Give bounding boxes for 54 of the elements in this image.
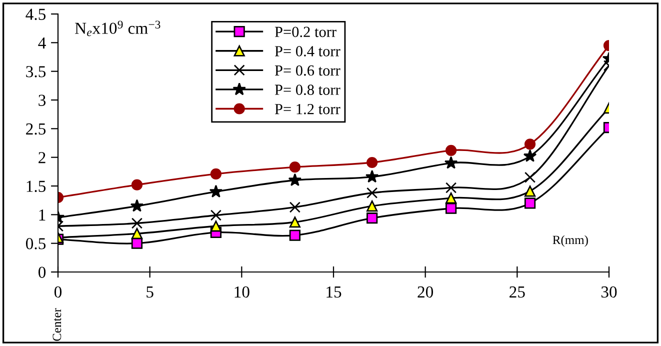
- point: [289, 230, 300, 241]
- point: [289, 216, 300, 228]
- point: [524, 172, 536, 183]
- text: Center: [52, 308, 62, 341]
- point: [210, 168, 222, 180]
- point: [445, 202, 457, 214]
- x-tick-label: 15: [326, 286, 342, 298]
- y-tick-label: 4: [38, 37, 46, 48]
- point: [131, 238, 143, 249]
- y-tick-label: 3.5: [26, 66, 46, 78]
- point: [445, 182, 457, 194]
- point: [289, 202, 300, 213]
- point: [366, 200, 378, 212]
- point: [289, 162, 300, 173]
- point: [366, 156, 378, 168]
- point: [131, 218, 143, 229]
- legend-label: P= 0.6 torr: [274, 65, 340, 76]
- point: [445, 144, 457, 156]
- x-tick-label: 0: [54, 286, 62, 298]
- point: [524, 138, 536, 150]
- point: [131, 228, 143, 240]
- point: [210, 210, 222, 221]
- legend-label: P=0.2 torr: [274, 26, 336, 38]
- point: [131, 179, 143, 190]
- point: [366, 187, 378, 198]
- point: [524, 198, 536, 209]
- x-tick-label: 20: [418, 286, 434, 298]
- y-tick-label: 0: [38, 266, 46, 278]
- point: [444, 156, 458, 169]
- point: [130, 199, 144, 212]
- point: [445, 192, 457, 204]
- x-tick-label: 10: [234, 286, 250, 298]
- x-tick-label: 5: [146, 286, 154, 298]
- y-tick-label: 0.5: [26, 238, 46, 250]
- point: [524, 186, 536, 197]
- point: [210, 220, 222, 232]
- y-tick-label: 1: [39, 209, 46, 220]
- legend-label: P= 0.4 torr: [274, 46, 340, 56]
- legend-label: P= 0.8 torr: [274, 84, 340, 96]
- point: [209, 184, 223, 198]
- y-tick-label: 2: [38, 152, 46, 164]
- point: [523, 149, 537, 162]
- point: [365, 170, 379, 183]
- y-tick-label: 2.5: [26, 123, 46, 135]
- x-tick-label: 25: [510, 286, 525, 298]
- point: [288, 173, 302, 186]
- legend-label: P= 1.2 torr: [274, 104, 340, 114]
- y-axis-title: N$_{e}$x10$^{9}$ cm$^{−3}$: [75, 20, 160, 36]
- y-tick-label: 3: [38, 94, 46, 106]
- y-tick-label: 4.5: [26, 8, 46, 20]
- x-axis-title: R(mm): [552, 235, 588, 247]
- point: [366, 212, 378, 224]
- x-tick-label: 30: [601, 286, 617, 298]
- y-tick-label: 1.5: [26, 180, 46, 192]
